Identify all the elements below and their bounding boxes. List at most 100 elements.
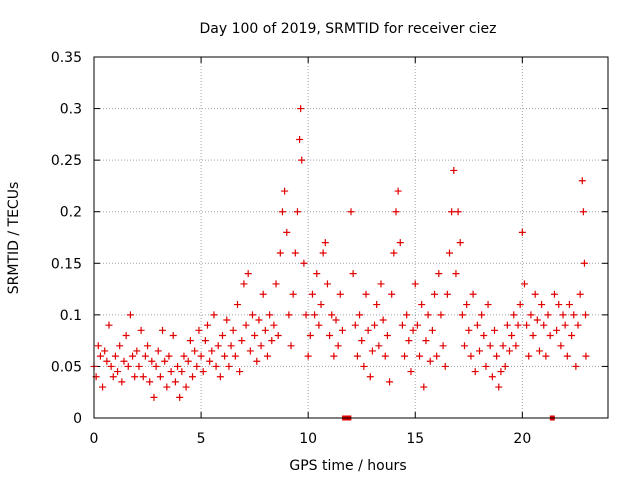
data-point bbox=[482, 362, 490, 370]
data-point bbox=[253, 357, 261, 365]
data-point bbox=[231, 352, 239, 360]
data-point bbox=[478, 311, 486, 319]
data-point bbox=[298, 156, 306, 164]
data-point bbox=[308, 290, 316, 298]
data-point bbox=[144, 342, 152, 350]
data-point bbox=[323, 280, 331, 288]
data-point bbox=[111, 352, 119, 360]
data-point bbox=[439, 342, 447, 350]
data-point bbox=[499, 342, 507, 350]
data-point bbox=[120, 357, 128, 365]
data-point bbox=[411, 280, 419, 288]
data-point bbox=[221, 352, 229, 360]
plot-frame bbox=[93, 56, 609, 419]
data-point bbox=[508, 331, 516, 339]
data-point bbox=[540, 321, 548, 329]
data-point bbox=[135, 362, 143, 370]
data-point bbox=[236, 368, 244, 376]
data-point bbox=[416, 352, 424, 360]
data-point bbox=[311, 311, 319, 319]
data-point bbox=[233, 301, 241, 309]
data-point bbox=[471, 368, 479, 376]
data-point bbox=[398, 321, 406, 329]
data-point bbox=[281, 187, 289, 195]
data-point bbox=[114, 368, 122, 376]
data-point bbox=[495, 383, 503, 391]
data-point bbox=[360, 362, 368, 370]
data-point bbox=[405, 337, 413, 345]
data-point bbox=[503, 321, 511, 329]
data-point bbox=[574, 321, 582, 329]
data-point bbox=[229, 326, 237, 334]
data-point bbox=[261, 326, 269, 334]
data-point bbox=[458, 311, 466, 319]
data-point bbox=[148, 357, 156, 365]
data-point bbox=[465, 326, 473, 334]
data-point bbox=[169, 331, 177, 339]
y-tick-label: 0.2 bbox=[60, 205, 82, 221]
data-point bbox=[431, 290, 439, 298]
data-point bbox=[94, 342, 102, 350]
y-axis-label: SRMTID / TECUs bbox=[6, 182, 22, 295]
data-point bbox=[553, 326, 561, 334]
data-point bbox=[180, 352, 188, 360]
data-point bbox=[182, 383, 190, 391]
data-point bbox=[484, 301, 492, 309]
data-point bbox=[510, 311, 518, 319]
data-point bbox=[116, 342, 124, 350]
data-point bbox=[219, 331, 226, 339]
data-point bbox=[240, 280, 248, 288]
data-point bbox=[268, 337, 276, 345]
data-point bbox=[493, 352, 501, 360]
data-point bbox=[394, 187, 402, 195]
data-point bbox=[210, 311, 218, 319]
data-point bbox=[364, 326, 372, 334]
data-point bbox=[306, 331, 314, 339]
data-point bbox=[576, 290, 584, 298]
data-point bbox=[319, 249, 327, 257]
data-point bbox=[422, 337, 430, 345]
chart-title: Day 100 of 2019, SRMTID for receiver cie… bbox=[200, 21, 497, 37]
data-point bbox=[199, 368, 207, 376]
data-point bbox=[274, 331, 282, 339]
data-point bbox=[293, 208, 301, 216]
data-point bbox=[579, 208, 587, 216]
data-point bbox=[178, 368, 186, 376]
data-point bbox=[358, 337, 366, 345]
data-point bbox=[426, 357, 434, 365]
data-point bbox=[570, 311, 578, 319]
data-point bbox=[184, 357, 192, 365]
x-axis-label: GPS time / hours bbox=[289, 458, 406, 474]
data-point bbox=[535, 347, 543, 355]
data-point bbox=[469, 290, 477, 298]
data-point bbox=[99, 383, 107, 391]
data-point bbox=[531, 290, 539, 298]
data-point bbox=[174, 362, 182, 370]
data-point bbox=[246, 347, 254, 355]
x-tick-label: 20 bbox=[513, 431, 531, 447]
data-point bbox=[214, 342, 222, 350]
data-point bbox=[126, 311, 134, 319]
data-point bbox=[313, 270, 321, 278]
data-point bbox=[176, 393, 184, 401]
data-point bbox=[152, 362, 160, 370]
data-point bbox=[505, 347, 513, 355]
data-point bbox=[452, 270, 460, 278]
data-point bbox=[413, 321, 421, 329]
y-tick-label: 0.3 bbox=[60, 102, 82, 118]
data-point bbox=[501, 362, 509, 370]
data-point bbox=[201, 337, 209, 345]
data-point bbox=[450, 166, 458, 174]
data-point bbox=[527, 311, 535, 319]
x-tick-label: 10 bbox=[299, 431, 317, 447]
data-point bbox=[156, 373, 164, 381]
data-point bbox=[578, 177, 586, 185]
data-point bbox=[336, 290, 344, 298]
data-point bbox=[461, 342, 469, 350]
data-point bbox=[139, 373, 147, 381]
data-point bbox=[565, 301, 573, 309]
data-point bbox=[476, 347, 483, 355]
data-point bbox=[251, 331, 259, 339]
data-point bbox=[373, 301, 381, 309]
